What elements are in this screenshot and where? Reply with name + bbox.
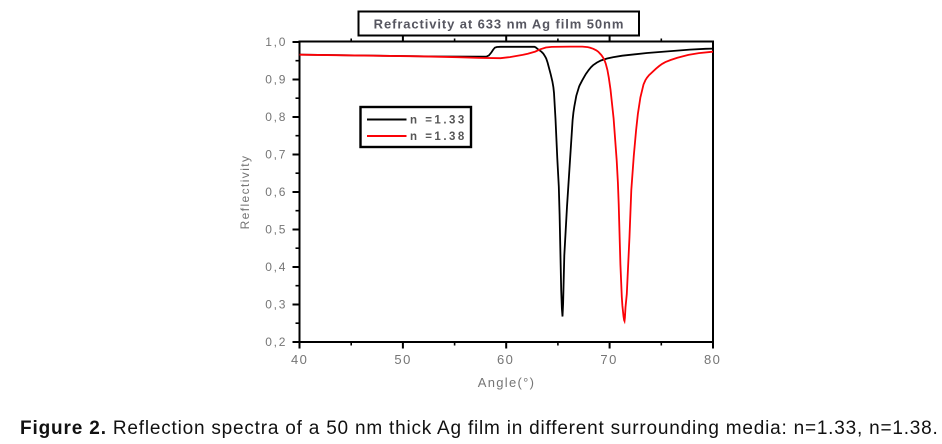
svg-text:60: 60 [497, 352, 514, 367]
svg-text:0,5: 0,5 [265, 223, 287, 237]
svg-text:50: 50 [394, 352, 411, 367]
svg-text:Refractivity at 633 nm Ag film: Refractivity at 633 nm Ag film 50nm [374, 17, 625, 32]
svg-text:Angle(°): Angle(°) [478, 375, 536, 390]
svg-text:0,3: 0,3 [265, 298, 287, 312]
svg-text:0,7: 0,7 [265, 148, 287, 162]
svg-text:0,6: 0,6 [265, 185, 287, 199]
svg-text:0,2: 0,2 [265, 335, 287, 349]
svg-text:70: 70 [600, 352, 617, 367]
svg-text:Reflectivity: Reflectivity [238, 155, 252, 230]
svg-text:80: 80 [704, 352, 721, 367]
svg-text:n =1.38: n =1.38 [410, 131, 467, 143]
svg-text:0,8: 0,8 [265, 110, 287, 124]
svg-text:40: 40 [291, 352, 308, 367]
svg-text:0,4: 0,4 [265, 260, 287, 274]
svg-text:n =1.33: n =1.33 [410, 115, 467, 127]
svg-text:0,9: 0,9 [265, 73, 287, 87]
svg-text:1,0: 1,0 [265, 35, 287, 49]
